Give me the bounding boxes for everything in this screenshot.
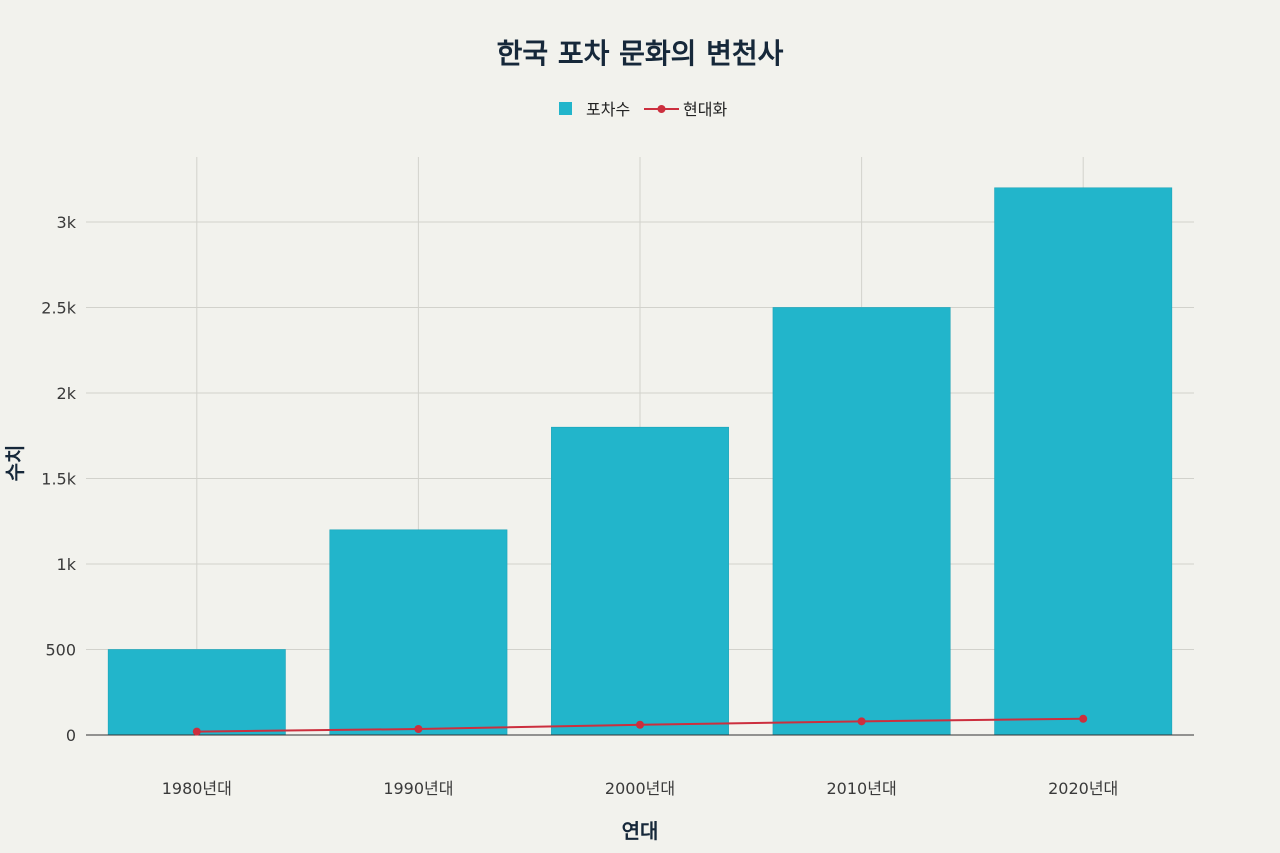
x-tick-label: 2020년대 — [1048, 779, 1118, 798]
legend-label-line: 현대화 — [683, 100, 727, 119]
line-point — [192, 727, 201, 736]
x-tick-label: 1980년대 — [162, 779, 232, 798]
bar — [107, 649, 286, 736]
line-point — [636, 720, 644, 729]
legend-label-bar: 포차수 — [586, 100, 630, 119]
chart-title: 한국 포차 문화의 변천사 — [497, 37, 784, 70]
x-tick-label: 2000년대 — [605, 779, 675, 798]
x-tick-label: 1990년대 — [383, 779, 453, 798]
x-tick-labels: 1980년대 1990년대 2000년대 2010년대 2020년대 — [162, 779, 1119, 798]
line-point — [857, 717, 866, 726]
y-tick-label: 1.5k — [41, 469, 76, 488]
legend-marker-line — [657, 105, 666, 113]
line-point — [1079, 714, 1088, 723]
y-tick-label: 2k — [57, 384, 77, 403]
y-tick-label: 2.5k — [41, 298, 76, 317]
bar — [551, 426, 729, 736]
bar — [329, 529, 508, 736]
legend: 포차수 현대화 — [559, 100, 727, 119]
line-series — [192, 714, 1088, 736]
y-tick-label: 3k — [57, 213, 77, 232]
line-point — [414, 725, 423, 734]
bar — [994, 187, 1173, 736]
x-tick-label: 2010년대 — [827, 779, 897, 798]
legend-swatch-bar — [559, 102, 572, 115]
y-tick-label: 0 — [66, 726, 76, 745]
y-tick-labels: 0 500 1k 1.5k 2k 2.5k 3k — [41, 213, 76, 745]
y-axis-title: 수치 — [3, 445, 27, 482]
y-tick-label: 1k — [57, 555, 77, 574]
x-axis-title: 연대 — [622, 819, 659, 843]
bar-series — [107, 187, 1173, 736]
y-tick-label: 500 — [45, 640, 76, 659]
bar — [772, 307, 951, 736]
